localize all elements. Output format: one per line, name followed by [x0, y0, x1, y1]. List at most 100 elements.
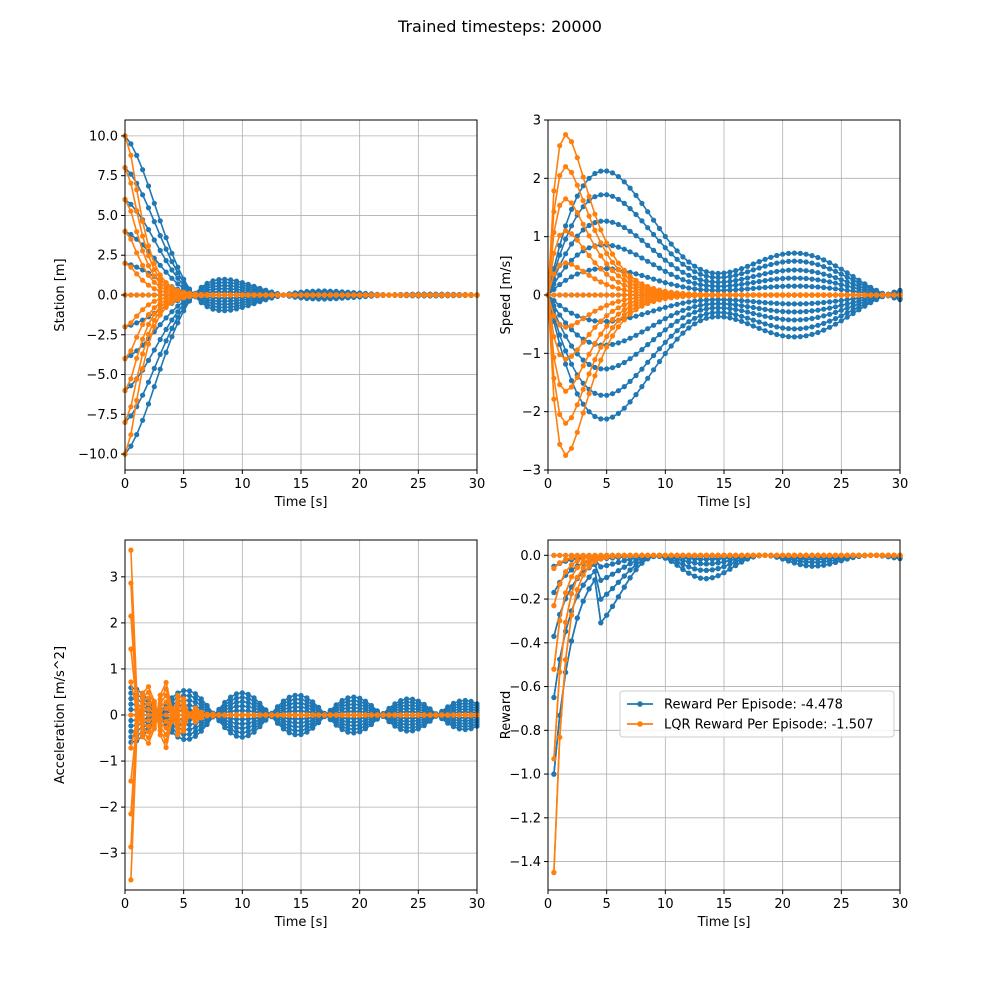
speed-agent-1-point	[680, 261, 686, 267]
acceleration-agent-2-point	[298, 724, 304, 730]
speed-agent-4-point	[821, 284, 827, 291]
reward-chart: 0 5 10 15 20 25 30−1.4−1.2−1.0−0.8−0.6−0.4−0.2…	[499, 539, 908, 930]
reward-agent-7-point	[627, 556, 633, 562]
speed-lqr-10-point	[862, 292, 868, 298]
x-tick-label: 30	[469, 897, 486, 912]
acceleration-lqr-5-point	[145, 712, 152, 718]
speed-agent-10-point	[821, 327, 827, 333]
speed-agent-0-point	[680, 254, 686, 260]
reward-agent-0-line	[553, 554, 900, 775]
acceleration-lqr-2-point	[145, 729, 152, 735]
speed-agent-0-point	[697, 266, 704, 272]
speed-agent-8-point	[580, 357, 586, 363]
acceleration-lqr-0-point	[128, 547, 134, 553]
station-lqr-8-point	[151, 311, 157, 317]
acceleration-lqr-10-point	[450, 712, 457, 718]
speed-lqr-5-point	[563, 292, 569, 298]
station-lqr-8-point	[145, 321, 152, 327]
speed-agent-6-point	[651, 308, 657, 314]
speed-lqr-1-point	[551, 209, 557, 215]
acceleration-agent-10-point	[186, 688, 193, 694]
speed-lqr-8-point	[604, 323, 610, 329]
acceleration-lqr-10-point	[181, 696, 187, 702]
reward-agent-9-point	[609, 585, 616, 592]
station-y-axis-label: Station [m]	[53, 258, 68, 331]
speed-agent-2-point	[592, 220, 598, 226]
reward-agent-8-point	[680, 557, 686, 564]
speed-agent-8-point	[821, 313, 827, 319]
acceleration-agent-4-point	[292, 716, 298, 722]
speed-agent-6-point	[586, 317, 592, 323]
acceleration-agent-1-point	[239, 694, 245, 700]
acceleration-agent-10-point	[245, 733, 251, 739]
station-lqr-10-point	[145, 341, 152, 347]
speed-lqr-6-point	[627, 296, 633, 302]
speed-lqr-4-point	[621, 287, 627, 293]
speed-agent-0-point	[645, 209, 651, 215]
acceleration-lqr-10-point	[274, 712, 281, 718]
station-agent-10-point	[239, 280, 245, 286]
speed-agent-1-point	[809, 260, 815, 266]
speed-agent-3-point	[809, 276, 815, 282]
reward-agent-9-point	[586, 574, 592, 580]
station-agent-10-point	[263, 287, 269, 293]
reward-agent-8-point	[633, 558, 639, 564]
station-lqr-10-point	[380, 292, 386, 298]
speed-lqr-0-point	[604, 240, 610, 246]
speed-agent-6-point	[692, 298, 698, 304]
reward-agent-10-point	[703, 576, 710, 582]
station-lqr-5-point	[134, 292, 140, 298]
speed-agent-3-point	[797, 275, 803, 281]
speed-agent-1-point	[744, 269, 751, 275]
station-lqr-0-point	[134, 187, 140, 193]
speed-agent-1-point	[621, 200, 627, 206]
station-lqr-9-point	[134, 376, 140, 382]
station-lqr-10-point	[398, 292, 404, 298]
speed-agent-4-point	[832, 286, 839, 292]
speed-agent-9-point	[780, 325, 786, 331]
station-lqr-2-point	[134, 229, 140, 235]
speed-agent-9-point	[727, 310, 733, 317]
acceleration-lqr-10-point	[310, 712, 316, 718]
station-lqr-10-point	[333, 292, 339, 298]
speed-agent-7-point	[756, 305, 762, 312]
speed-lqr-10-point	[856, 292, 862, 298]
speed-agent-2-point	[697, 277, 704, 283]
speed-lqr-1-point	[592, 227, 598, 233]
speed-lqr-3-point	[627, 284, 633, 290]
station-lqr-10-point	[421, 292, 427, 298]
speed-lqr-4-point	[563, 260, 569, 266]
speed-agent-3-point	[674, 274, 680, 280]
acceleration-agent-0-point	[239, 690, 245, 696]
acceleration-lqr-6-point	[145, 706, 152, 712]
speed-agent-4-point	[656, 278, 663, 284]
acceleration-lqr-10-point	[421, 712, 427, 718]
station-agent-8-point	[145, 357, 152, 363]
acceleration-lqr-10-point	[298, 712, 304, 718]
station-x-axis-label: Time [s]	[274, 495, 328, 510]
speed-agent-1-point	[715, 275, 721, 281]
speed-agent-9-point	[803, 325, 809, 331]
speed-agent-8-point	[774, 315, 780, 322]
speed-agent-6-point	[568, 310, 575, 316]
speed-agent-2-point	[774, 268, 780, 275]
speed-agent-6-point	[674, 301, 680, 307]
speed-agent-1-point	[615, 196, 622, 202]
acceleration-lqr-10-point	[198, 715, 204, 721]
x-tick-label: 0	[544, 477, 552, 492]
speed-lqr-10-point	[809, 292, 815, 298]
speed-lqr-8-point	[609, 316, 616, 323]
speed-agent-10-point	[692, 321, 698, 327]
acceleration-agent-10-point	[263, 717, 269, 723]
speed-agent-4-point	[592, 266, 598, 272]
speed-agent-7-point	[697, 302, 704, 308]
speed-agent-9-point	[598, 392, 604, 398]
acceleration-lqr-0-point	[145, 740, 152, 746]
station-lqr-10-point	[274, 292, 281, 298]
speed-lqr-10-point	[744, 292, 751, 298]
station-agent-4-point	[134, 264, 140, 270]
acceleration-agent-7-point	[186, 702, 193, 709]
speed-agent-9-point	[645, 359, 651, 365]
acceleration-agent-8-point	[192, 699, 198, 705]
speed-agent-10-point	[697, 318, 704, 324]
